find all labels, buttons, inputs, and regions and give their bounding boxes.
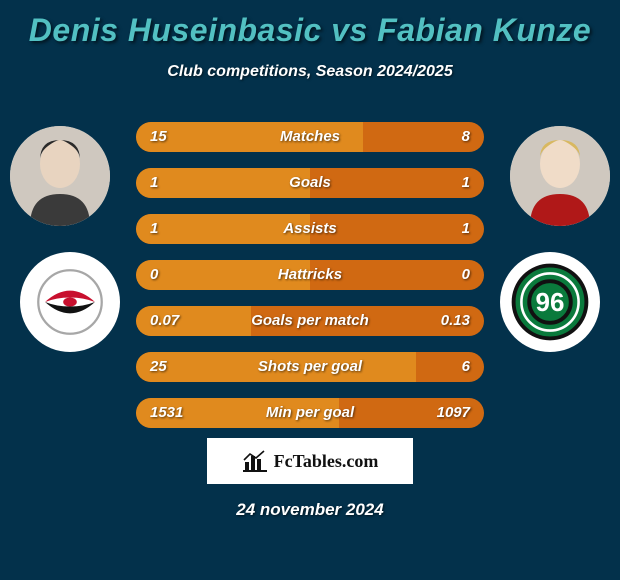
bar-chart-icon <box>242 450 268 472</box>
stat-row: 1Assists1 <box>136 214 484 244</box>
stat-label: Goals <box>136 168 484 198</box>
svg-text:96: 96 <box>536 287 565 317</box>
stat-right-value: 0 <box>462 260 470 290</box>
page-title: Denis Huseinbasic vs Fabian Kunze <box>0 0 620 49</box>
stat-label: Hattricks <box>136 260 484 290</box>
person-icon <box>10 126 110 226</box>
stat-row: 1531Min per goal1097 <box>136 398 484 428</box>
stat-label: Min per goal <box>136 398 484 428</box>
player1-avatar <box>10 126 110 226</box>
subtitle: Club competitions, Season 2024/2025 <box>0 63 620 81</box>
player1-club-badge <box>20 252 120 352</box>
stat-right-value: 0.13 <box>441 306 470 336</box>
stat-label: Goals per match <box>136 306 484 336</box>
stat-label: Shots per goal <box>136 352 484 382</box>
brand-logo: FcTables.com <box>207 438 413 484</box>
stat-row: 1Goals1 <box>136 168 484 198</box>
player2-avatar <box>510 126 610 226</box>
stats-list: 15Matches81Goals11Assists10Hattricks00.0… <box>136 122 484 444</box>
person-icon <box>510 126 610 226</box>
stat-right-value: 6 <box>462 352 470 382</box>
stat-label: Matches <box>136 122 484 152</box>
stat-row: 15Matches8 <box>136 122 484 152</box>
stat-row: 0Hattricks0 <box>136 260 484 290</box>
stat-label: Assists <box>136 214 484 244</box>
stat-right-value: 8 <box>462 122 470 152</box>
stat-right-value: 1097 <box>437 398 470 428</box>
stat-row: 25Shots per goal6 <box>136 352 484 382</box>
date-text: 24 november 2024 <box>0 500 620 520</box>
brand-text: FcTables.com <box>274 451 379 472</box>
hurricane-logo-icon <box>36 268 104 336</box>
stat-row: 0.07Goals per match0.13 <box>136 306 484 336</box>
stat-right-value: 1 <box>462 214 470 244</box>
player2-club-badge: 96 <box>500 252 600 352</box>
stat-right-value: 1 <box>462 168 470 198</box>
comparison-card: Denis Huseinbasic vs Fabian Kunze Club c… <box>0 0 620 580</box>
hannover96-logo-icon: 96 <box>511 263 589 341</box>
